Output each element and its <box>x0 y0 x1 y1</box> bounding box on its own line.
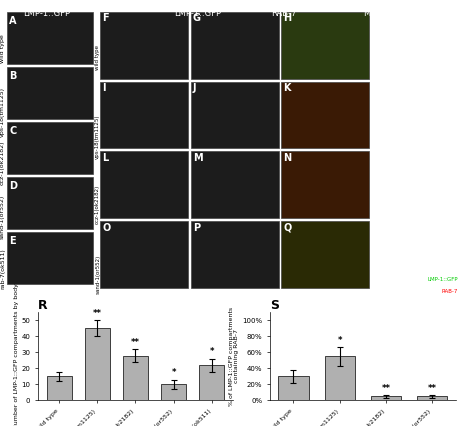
Text: Q: Q <box>283 223 292 233</box>
FancyBboxPatch shape <box>191 151 279 218</box>
FancyBboxPatch shape <box>281 81 369 148</box>
Text: G: G <box>193 13 201 23</box>
Text: **: ** <box>428 384 437 393</box>
Text: RAB-7: RAB-7 <box>271 9 296 18</box>
Text: *: * <box>337 336 342 345</box>
Text: rab-7(ok511): rab-7(ok511) <box>0 248 5 289</box>
Text: S: S <box>270 299 279 312</box>
Text: ccz-1(ok2182): ccz-1(ok2182) <box>95 185 100 224</box>
Text: R: R <box>38 299 47 312</box>
FancyBboxPatch shape <box>7 122 93 174</box>
FancyBboxPatch shape <box>7 232 93 284</box>
FancyBboxPatch shape <box>191 12 279 78</box>
FancyBboxPatch shape <box>191 81 279 148</box>
Text: LMP-1::GFP: LMP-1::GFP <box>427 277 457 282</box>
Bar <box>325 357 355 400</box>
FancyBboxPatch shape <box>100 221 188 288</box>
Text: vps-18(tm1125): vps-18(tm1125) <box>95 115 100 159</box>
Bar <box>47 377 72 400</box>
Text: I: I <box>102 83 106 93</box>
Bar <box>85 328 109 400</box>
Text: F: F <box>102 13 109 23</box>
FancyBboxPatch shape <box>7 12 93 64</box>
FancyBboxPatch shape <box>100 12 188 78</box>
Text: vps-18(tm1125): vps-18(tm1125) <box>0 87 5 138</box>
Text: B: B <box>9 71 17 81</box>
Text: H: H <box>283 13 292 23</box>
FancyBboxPatch shape <box>281 151 369 218</box>
Text: A: A <box>9 16 17 26</box>
Text: D: D <box>9 181 18 191</box>
Text: wild type: wild type <box>0 34 5 63</box>
FancyBboxPatch shape <box>7 67 93 119</box>
Bar <box>161 384 186 400</box>
Text: **: ** <box>382 384 391 393</box>
Text: K: K <box>283 83 291 93</box>
Text: *: * <box>172 368 176 377</box>
Y-axis label: Number of LMP-1::GFP compartments by body: Number of LMP-1::GFP compartments by bod… <box>13 283 18 426</box>
Text: **: ** <box>131 338 140 347</box>
Text: E: E <box>9 236 16 246</box>
Text: LMP-1::GFP: LMP-1::GFP <box>23 9 70 18</box>
Text: J: J <box>193 83 196 93</box>
Text: M: M <box>193 153 202 163</box>
Text: sand-1(or552): sand-1(or552) <box>0 195 5 239</box>
Text: L: L <box>102 153 109 163</box>
FancyBboxPatch shape <box>100 151 188 218</box>
Text: LMP-1::GFP: LMP-1::GFP <box>174 9 221 18</box>
Text: sand-1(or552): sand-1(or552) <box>95 255 100 294</box>
Bar <box>417 397 447 400</box>
Text: RAB-7: RAB-7 <box>441 289 457 294</box>
Text: wild type: wild type <box>95 45 100 70</box>
FancyBboxPatch shape <box>191 221 279 288</box>
Text: *: * <box>210 348 214 357</box>
Text: Merge: Merge <box>363 9 390 18</box>
Bar <box>200 365 224 400</box>
FancyBboxPatch shape <box>281 12 369 78</box>
Bar <box>278 377 309 400</box>
FancyBboxPatch shape <box>281 221 369 288</box>
Text: ccz-1(ok2182): ccz-1(ok2182) <box>0 141 5 185</box>
Text: O: O <box>102 223 110 233</box>
Bar <box>371 397 401 400</box>
Text: **: ** <box>93 309 102 318</box>
FancyBboxPatch shape <box>7 177 93 229</box>
Text: P: P <box>193 223 200 233</box>
FancyBboxPatch shape <box>100 81 188 148</box>
Text: N: N <box>283 153 292 163</box>
Bar <box>123 356 148 400</box>
Text: C: C <box>9 126 17 136</box>
Y-axis label: % of LMP-1::GFP compartments
containing RAB-7: % of LMP-1::GFP compartments containing … <box>228 307 239 406</box>
